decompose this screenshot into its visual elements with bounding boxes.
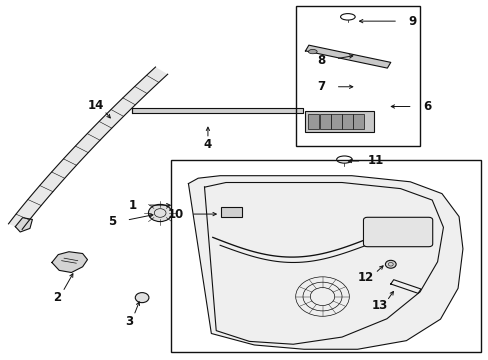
- Polygon shape: [188, 176, 462, 349]
- Text: 10: 10: [168, 208, 184, 221]
- Bar: [295, 6, 419, 146]
- Ellipse shape: [308, 49, 317, 54]
- Bar: [341, 114, 352, 130]
- Bar: [305, 111, 373, 132]
- Text: 14: 14: [88, 99, 104, 112]
- Text: 1: 1: [128, 199, 136, 212]
- Text: 11: 11: [367, 154, 384, 167]
- Bar: [307, 114, 318, 130]
- Text: 4: 4: [203, 138, 212, 151]
- Polygon shape: [132, 108, 303, 113]
- Text: 6: 6: [422, 100, 430, 113]
- Polygon shape: [390, 280, 420, 293]
- Polygon shape: [305, 45, 390, 68]
- Polygon shape: [15, 218, 32, 232]
- Ellipse shape: [148, 204, 171, 222]
- Text: 7: 7: [316, 80, 325, 93]
- Polygon shape: [52, 252, 87, 273]
- Bar: [352, 114, 363, 130]
- FancyBboxPatch shape: [363, 217, 432, 247]
- Text: 12: 12: [357, 271, 373, 284]
- Polygon shape: [8, 67, 167, 229]
- Text: 9: 9: [408, 15, 416, 28]
- Ellipse shape: [135, 293, 149, 303]
- Ellipse shape: [385, 260, 395, 268]
- Text: 13: 13: [371, 300, 387, 312]
- Text: 3: 3: [125, 315, 134, 328]
- Text: 5: 5: [108, 215, 116, 228]
- Bar: [330, 114, 341, 130]
- Bar: [171, 160, 480, 352]
- Bar: [221, 207, 241, 217]
- Text: 2: 2: [53, 291, 61, 304]
- Text: 8: 8: [317, 54, 325, 67]
- Bar: [320, 114, 330, 130]
